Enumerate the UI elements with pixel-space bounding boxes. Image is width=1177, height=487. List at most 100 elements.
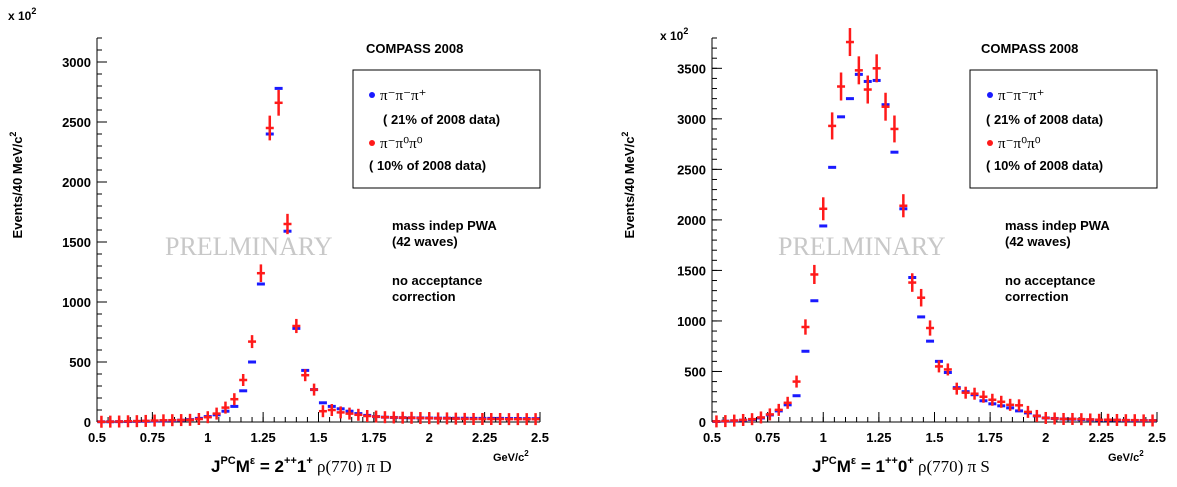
axes: 0.5 0.75 1 1.25 1.5 1.75 2 2.25 2.5 0 500 1000 1500 2…: [62, 37, 549, 445]
y-tick-label: 0: [699, 415, 706, 430]
red-point: [460, 412, 469, 425]
red-point: [442, 412, 451, 425]
x-tick-label: 0.75: [140, 430, 165, 445]
y-axis-label: Events/40 MeV/c2: [8, 132, 25, 239]
red-point: [997, 395, 1006, 408]
x-tick-label: 2.25: [472, 430, 497, 445]
red-point: [890, 115, 899, 143]
red-point: [168, 414, 177, 427]
red-point: [531, 413, 540, 426]
red-point: [774, 403, 783, 416]
red-point: [318, 405, 327, 418]
red-point: [979, 390, 988, 403]
red-point: [97, 415, 106, 428]
red-point: [783, 396, 792, 409]
red-point: [1023, 405, 1032, 418]
legend-marker-blue: [987, 92, 993, 98]
red-point: [221, 401, 230, 414]
experiment-label: COMPASS 2008: [981, 41, 1078, 56]
red-point: [372, 410, 381, 423]
red-point: [837, 72, 846, 101]
x-tick-label: 2: [426, 430, 433, 445]
red-point: [1059, 412, 1068, 425]
red-point: [792, 375, 801, 388]
x-axis-label: JPCMε = 2++1+ ρ(770) π D: [211, 455, 392, 476]
y-tick-label: 3500: [677, 61, 706, 76]
red-point: [1121, 414, 1130, 427]
red-point: [1139, 414, 1148, 427]
legend-sub-1: ( 21% of 2008 data): [383, 112, 500, 127]
red-point: [363, 410, 372, 422]
right-chart-panel: x 102 Events/40 MeV/c2 0.5 0.75 1 1.25 1.5 1.…: [620, 26, 1166, 476]
x-tick-label: 2: [1042, 430, 1049, 445]
legend-label-1: π⁻π⁻π⁺: [380, 88, 426, 104]
watermark: PRELMINARY: [165, 232, 333, 261]
y-tick-label: 3000: [677, 112, 706, 127]
red-point: [748, 413, 757, 426]
legend-marker-red: [369, 140, 375, 146]
red-point: [1130, 414, 1139, 427]
red-point: [354, 408, 363, 421]
red-point: [301, 369, 310, 382]
red-point: [1148, 414, 1157, 427]
red-point: [177, 414, 186, 427]
red-point: [988, 393, 997, 406]
red-point: [934, 360, 943, 373]
red-point: [283, 213, 292, 235]
legend-sub-1: ( 21% of 2008 data): [986, 112, 1103, 127]
red-point: [961, 386, 970, 399]
note-line-2: (42 waves): [392, 234, 458, 249]
red-point: [380, 411, 389, 424]
red-point: [345, 407, 354, 420]
axes: 0.5 0.75 1 1.25 1.5 1.75 2 2.25 2.5 0 500 1000 1500 2…: [677, 37, 1166, 445]
red-point: [203, 411, 212, 424]
x-tick-label: 1: [820, 430, 827, 445]
red-point: [765, 408, 774, 421]
red-point: [106, 415, 115, 428]
legend-label-2: π⁻π⁰π⁰: [380, 136, 423, 152]
red-point: [845, 28, 854, 57]
red-point: [854, 56, 863, 85]
red-point: [115, 415, 124, 428]
red-point: [1050, 412, 1059, 425]
red-point: [810, 264, 819, 285]
red-point: [926, 320, 935, 336]
red-point: [1006, 398, 1015, 411]
y-tick-label: 0: [84, 415, 91, 430]
red-point: [1041, 411, 1050, 424]
red-point: [416, 412, 425, 425]
exponent-label: x 102: [8, 6, 36, 23]
red-point: [478, 413, 487, 425]
red-point: [1104, 413, 1113, 426]
x-unit-label: GeV/c2: [1108, 449, 1144, 464]
note-line-1: mass indep PWA: [1005, 218, 1110, 233]
x-tick-label: 1.5: [309, 430, 327, 445]
red-point: [730, 414, 739, 427]
red-point: [425, 412, 434, 425]
red-point: [310, 383, 319, 396]
data-marks: [97, 86, 540, 428]
red-point: [917, 288, 926, 307]
red-point: [336, 406, 345, 419]
legend-sub-2: ( 10% of 2008 data): [986, 158, 1103, 173]
red-point: [327, 404, 336, 416]
y-tick-label: 1500: [677, 263, 706, 278]
y-tick-label: 1000: [677, 314, 706, 329]
red-point: [504, 413, 513, 426]
x-tick-label: 0.5: [88, 430, 106, 445]
red-point: [881, 92, 890, 121]
x-tick-label: 1.25: [250, 430, 275, 445]
x-tick-label: 2.25: [1089, 430, 1114, 445]
x-tick-label: 1: [204, 430, 211, 445]
red-point: [1068, 412, 1077, 425]
red-point: [132, 415, 141, 428]
x-axis-label: JPCMε = 1++0+ ρ(770) π S: [812, 455, 990, 476]
red-point: [1032, 409, 1041, 422]
red-point: [194, 413, 203, 425]
red-point: [230, 393, 239, 406]
red-point: [1077, 413, 1086, 426]
red-point: [1095, 413, 1104, 426]
red-point: [819, 197, 828, 221]
y-tick-label: 2000: [677, 213, 706, 228]
